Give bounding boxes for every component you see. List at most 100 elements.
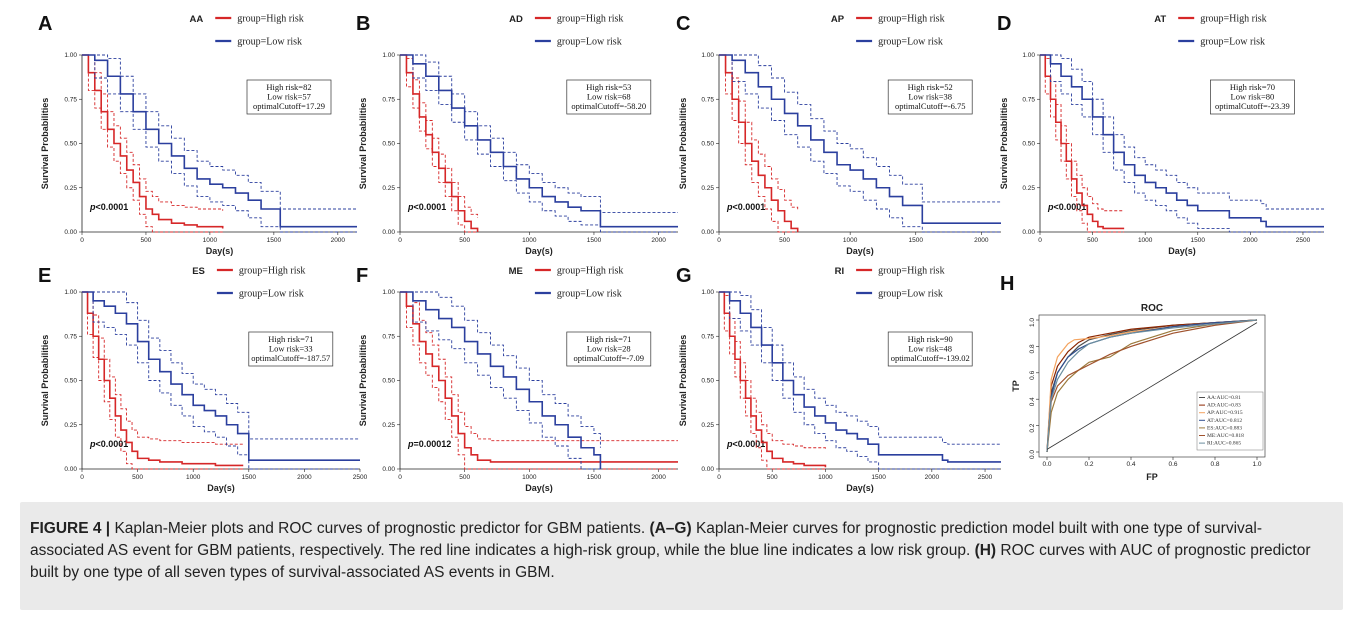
stats-line: optimalCutoff=-23.39 [1215,101,1290,111]
legend-low-label: group=Low risk [237,37,302,48]
x-tick-label: 2000 [297,474,312,481]
x-tick-label: 0 [717,237,721,244]
survival-curve-high-risk [400,54,479,232]
group-label: ME [509,266,523,277]
stats-line: Low risk=80 [1231,92,1275,102]
p-value: p<0.0001 [726,202,765,212]
km-panel-b: B 0.00 0.25 0.50 0.75 1.00 0 500 1000 1500 2000 Day… [356,13,678,256]
stats-line: optimalCutoff=-7.09 [574,353,645,363]
stats-box [566,331,652,367]
survival-curve-low-risk [719,54,1001,224]
x-tick-label: 0 [80,474,84,481]
y-tick-label: 0.25 [382,422,395,429]
p-value: p<0.0001 [89,439,128,449]
ci-lower-high [400,291,678,470]
p-value: p<0.0001 [89,202,128,212]
roc-panel-h: H ROC 0.0 0.2 0.4 0.6 0.8 1.0 0.0 0.2 0.4 0.6 0.8 1.0… [1000,273,1266,482]
y-tick-label: 0.25 [701,185,714,192]
y-tick-label: 0.25 [1022,185,1035,192]
x-tick-label: 1500 [909,237,924,244]
roc-legend-label: ES:AUC=0.883 [1207,425,1242,431]
y-axis-label: Survival Probabilities [40,98,50,190]
stats-line: High risk=52 [908,82,953,92]
y-axis-label: TP [1011,380,1021,392]
y-tick-label: 0.75 [701,333,714,340]
x-tick-label: 1000 [186,474,201,481]
km-panel-g: G 0.00 0.25 0.50 0.75 1.00 0 500 1000 1500 2000 250… [676,265,1001,493]
stats-line: Low risk=38 [908,92,952,102]
x-tick-label: 1500 [242,474,257,481]
ci-lower-high [719,54,798,233]
stats-box [246,79,332,115]
stats-line: Low risk=48 [908,344,952,354]
p-value: p<0.0001 [407,202,446,212]
x-tick-label: 1000 [522,237,537,244]
figure-4: A0.000.250.500.751.000 500 1000 1500 2000Day… [38,13,1324,493]
ci-upper-low [400,291,601,448]
ci-lower-low [719,54,1001,233]
y-tick-label: 0.25 [64,185,77,192]
y-tick-label: 1.00 [701,52,714,59]
x-tick-label: 2000 [651,474,666,481]
caption-title: Kaplan-Meier plots and ROC curves of pro… [114,520,646,537]
x-tick-label: 2000 [925,474,940,481]
p-value: p<0.0001 [726,439,765,449]
legend-high-label: group=High risk [237,14,303,25]
x-axis-label: Day(s) [846,246,874,256]
survival-curve-low-risk [82,291,360,461]
caption-ag-ref: (A–G) [649,520,692,537]
survival-curve-high-risk [82,54,224,229]
y-tick-label: 0.0 [1029,450,1036,459]
y-tick-label: 0.50 [64,141,77,148]
km-panel-a: A 0.00 0.25 0.50 0.75 1.00 0 500 1000 1500 2000 Day… [38,13,357,256]
panel-letter: A [38,13,52,35]
stats-line: optimalCutoff=-6.75 [895,101,966,111]
x-tick-label: 1500 [587,474,602,481]
x-tick-label: 2000 [1243,237,1258,244]
survival-curve-low-risk [1040,54,1324,228]
stats-box [1210,79,1295,115]
x-tick-label: 1.0 [1252,461,1261,468]
y-tick-label: 0.6 [1029,370,1036,379]
x-tick-label: 2500 [978,474,993,481]
survival-curve-high-risk [719,54,799,232]
ci-lower-high [1040,54,1125,233]
x-tick-label: 500 [779,237,790,244]
stats-line: High risk=71 [586,334,631,344]
stats-line: High risk=71 [268,334,313,344]
group-label: AA [190,14,204,25]
survival-curve-high-risk [400,291,678,463]
x-tick-label: 0.8 [1210,461,1219,468]
figure-caption: FIGURE 4 | Kaplan-Meier plots and ROC cu… [30,518,1333,584]
y-tick-label: 0.75 [1022,96,1035,103]
x-tick-label: 500 [1087,237,1098,244]
x-axis-label: Day(s) [206,246,234,256]
y-tick-label: 0.00 [382,229,395,236]
y-tick-label: 0.00 [64,466,77,473]
y-tick-label: 1.00 [1022,52,1035,59]
y-tick-label: 0.75 [382,96,395,103]
x-tick-label: 500 [141,237,152,244]
x-tick-label: 0 [717,474,721,481]
ci-lower-low [400,54,678,233]
km-panel-f: F 0.00 0.25 0.50 0.75 1.00 0 500 1000 1500 2000 Day… [356,265,678,493]
roc-legend-label: AA:AUC=0.81 [1207,395,1241,401]
caption-box: FIGURE 4 | Kaplan-Meier plots and ROC cu… [20,502,1343,610]
y-tick-label: 1.0 [1029,318,1036,327]
y-tick-label: 0.75 [64,96,77,103]
x-tick-label: 0.2 [1084,461,1093,468]
roc-legend-label: ME:AUC=0.818 [1207,433,1244,439]
stats-line: optimalCutoff=-58.20 [571,101,646,111]
x-axis-label: Day(s) [525,483,553,493]
stats-line: High risk=90 [908,334,953,344]
x-tick-label: 0 [398,237,402,244]
y-tick-label: 0.8 [1029,344,1036,353]
x-tick-label: 1000 [843,237,858,244]
p-value: p<0.0001 [1047,202,1086,212]
y-tick-label: 0.00 [701,466,714,473]
roc-legend [1196,391,1264,451]
survival-curve-high-risk [82,291,244,467]
y-tick-label: 0.50 [701,378,714,385]
x-tick-label: 2000 [331,237,346,244]
y-tick-label: 1.00 [64,289,77,296]
